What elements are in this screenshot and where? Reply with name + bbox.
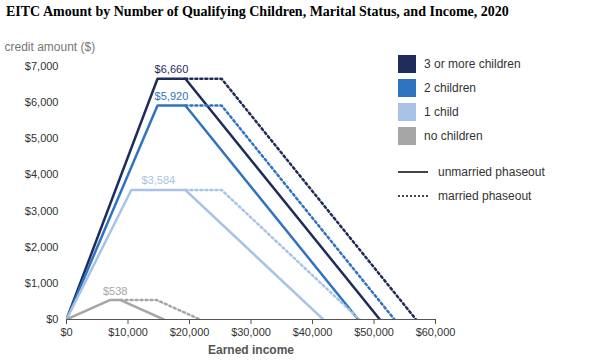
svg-text:$5,000: $5,000: [25, 132, 59, 144]
html-text:2 children: 2 children: [424, 81, 476, 95]
svg-text:$4,000: $4,000: [25, 168, 59, 180]
svg-text:$0: $0: [46, 313, 58, 325]
svg-text:$50,000: $50,000: [354, 326, 394, 338]
svg-text:$6,000: $6,000: [25, 96, 59, 108]
html-text:EITC Amount by Number of Quali: EITC Amount by Number of Qualifying Chil…: [6, 4, 509, 19]
svg-text:$5,920: $5,920: [155, 90, 189, 102]
svg-text:$3,584: $3,584: [142, 174, 176, 186]
svg-text:$6,660: $6,660: [155, 63, 189, 75]
svg-text:credit amount ($): credit amount ($): [5, 40, 96, 54]
html-text:married phaseout: married phaseout: [438, 189, 532, 203]
svg-text:Earned income: Earned income: [208, 343, 294, 357]
svg-text:$10,000: $10,000: [108, 326, 148, 338]
html-text:unmarried phaseout: unmarried phaseout: [438, 165, 545, 179]
svg-text:$538: $538: [103, 285, 127, 297]
svg-text:$40,000: $40,000: [293, 326, 333, 338]
html-text:3 or more children: 3 or more children: [424, 57, 521, 71]
svg-text:$30,000: $30,000: [231, 326, 271, 338]
svg-text:$0: $0: [60, 326, 72, 338]
html-text:1 child: 1 child: [424, 105, 459, 119]
svg-text:$3,000: $3,000: [25, 205, 59, 217]
svg-text:$1,000: $1,000: [25, 277, 59, 289]
svg-text:$7,000: $7,000: [25, 60, 59, 72]
svg-text:$2,000: $2,000: [25, 241, 59, 253]
html-text:no children: no children: [424, 129, 483, 143]
svg-text:$60,000: $60,000: [416, 326, 456, 338]
svg-text:$20,000: $20,000: [170, 326, 210, 338]
